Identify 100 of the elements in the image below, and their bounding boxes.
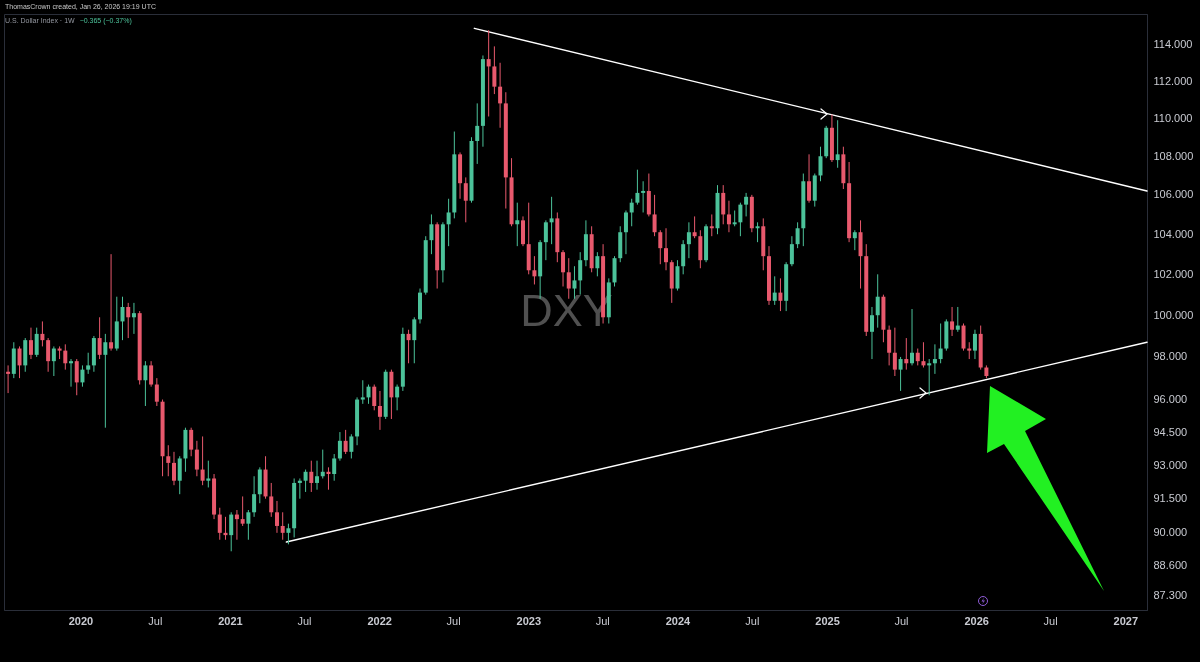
candlestick	[721, 184, 726, 225]
candlestick	[217, 507, 222, 541]
candlestick	[274, 500, 279, 534]
candlestick	[744, 192, 749, 217]
candlestick	[246, 509, 251, 541]
candlestick	[429, 213, 434, 255]
candlestick	[972, 329, 977, 360]
candlestick	[149, 360, 154, 388]
candlestick	[498, 62, 503, 129]
candlestick	[692, 215, 697, 239]
y-tick-label: 93.000	[1153, 458, 1188, 471]
candlestick	[698, 229, 703, 269]
candlestick	[755, 221, 760, 243]
candlestick	[641, 180, 646, 213]
candlestick	[286, 523, 291, 545]
candlestick	[109, 253, 114, 352]
candlestick	[189, 427, 194, 457]
candlestick	[17, 345, 22, 379]
candlestick	[412, 316, 417, 364]
candlestick	[623, 210, 628, 255]
candlestick	[910, 308, 915, 366]
candlestick	[887, 325, 892, 366]
candlestick	[835, 119, 840, 169]
candlestick	[143, 360, 148, 407]
candlestick	[34, 327, 39, 358]
candlestick	[955, 306, 960, 333]
x-tick-label: Jul	[297, 614, 312, 627]
y-tick-label: 91.500	[1153, 492, 1188, 505]
candlestick	[681, 239, 686, 275]
candlestick	[532, 255, 537, 285]
candlestick	[904, 337, 909, 371]
candlestick	[343, 429, 348, 455]
candlestick	[852, 229, 857, 251]
y-tick-label: 90.000	[1153, 526, 1188, 539]
candlestick	[807, 153, 812, 204]
candlestick	[635, 169, 640, 206]
candlestick	[28, 327, 33, 360]
candlestick	[561, 249, 566, 287]
candlestick	[406, 329, 411, 364]
candlestick	[349, 433, 354, 459]
candlestick	[927, 358, 932, 396]
candlestick	[515, 202, 520, 247]
candlestick	[549, 196, 554, 245]
candlestick	[646, 173, 651, 217]
candlestick	[131, 302, 136, 335]
candlestick	[206, 460, 211, 488]
y-tick-label: 102.000	[1153, 267, 1194, 280]
candlestick	[578, 251, 583, 296]
candlestick	[395, 384, 400, 411]
y-tick-label: 110.000	[1153, 111, 1193, 124]
candlestick	[103, 333, 108, 429]
candlestick	[463, 176, 468, 223]
candlestick	[520, 215, 525, 247]
candlestick	[898, 356, 903, 392]
candlestick	[46, 337, 51, 373]
candlestick	[166, 444, 171, 477]
x-tick-label: Jul	[894, 614, 909, 627]
candlestick	[858, 219, 863, 290]
candlestick	[315, 460, 320, 491]
y-tick-label: 114.000	[1153, 38, 1193, 51]
candlestick	[97, 316, 102, 360]
y-tick-label: 100.000	[1153, 308, 1194, 321]
candlestick	[658, 229, 663, 265]
candlestick	[74, 358, 79, 396]
x-tick-label: Jul	[148, 614, 163, 627]
x-tick-label: 2027	[1113, 614, 1139, 627]
candlestick	[63, 343, 68, 371]
candlestick	[595, 251, 600, 277]
x-tick-label: Jul	[1043, 614, 1058, 627]
candlestick	[869, 306, 874, 360]
candlestick	[492, 45, 497, 95]
candlestick	[269, 482, 274, 518]
candlestick	[543, 219, 548, 261]
candlestick	[337, 431, 342, 462]
y-tick-label: 98.000	[1153, 350, 1188, 363]
candlestick	[360, 379, 365, 405]
x-tick-label: 2024	[665, 614, 692, 627]
candlestick	[240, 495, 245, 527]
candlestick	[40, 320, 45, 347]
y-tick-label: 104.000	[1153, 227, 1194, 240]
x-tick-label: 2026	[964, 614, 989, 627]
candlestick	[177, 455, 182, 495]
candlestick	[629, 198, 634, 227]
candlestick	[126, 302, 131, 339]
candlestick	[377, 390, 382, 431]
candlestick	[280, 511, 285, 541]
candlestick	[200, 435, 205, 486]
candlestick	[154, 377, 159, 407]
candlestick	[875, 273, 880, 329]
x-tick-label: 2020	[68, 614, 94, 627]
candlestick	[772, 275, 777, 306]
y-tick-label: 106.000	[1153, 188, 1194, 201]
candlestick	[51, 345, 56, 377]
candlestick	[372, 384, 377, 411]
candlestick	[709, 213, 714, 237]
x-tick-label: 2023	[516, 614, 542, 627]
candlestick	[80, 364, 85, 388]
candlestick	[675, 259, 680, 292]
candlestick	[252, 475, 257, 518]
candlestick	[366, 384, 371, 405]
